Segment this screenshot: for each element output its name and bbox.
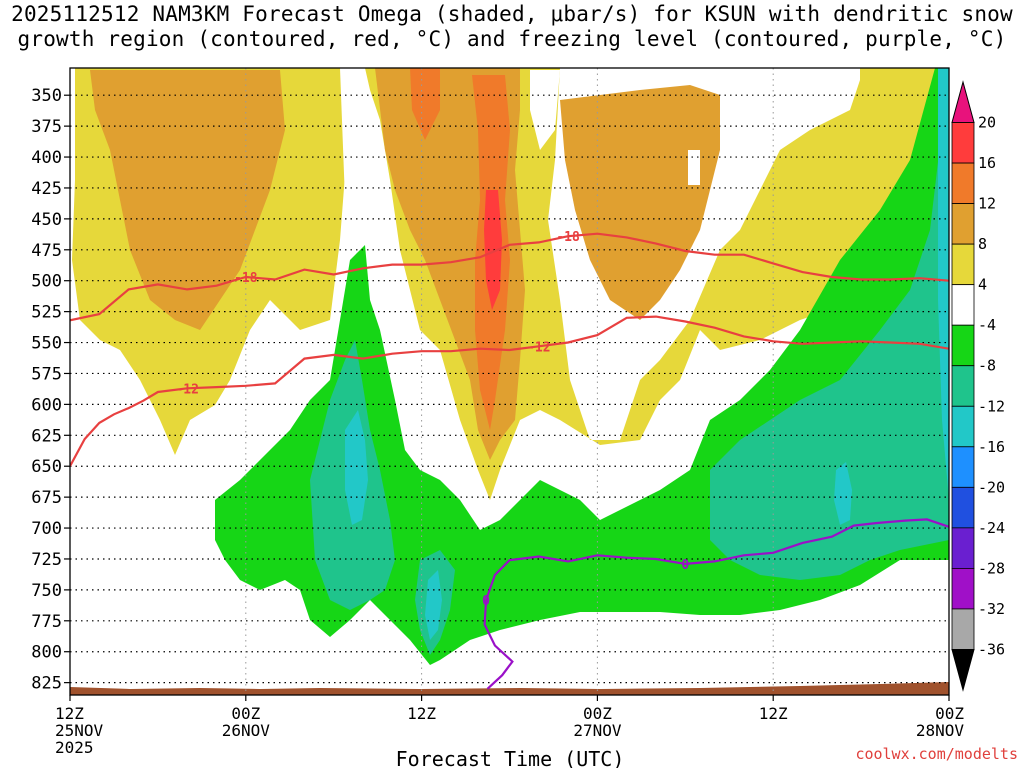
colorbar-label: 8 <box>978 235 987 253</box>
isotherm-label: -12 <box>175 382 198 397</box>
omega-region-near-zero-b <box>530 70 560 150</box>
y-tick-label: 800 <box>31 643 62 663</box>
y-tick-label: 400 <box>31 148 62 168</box>
plot-area: -18 -18 -12 -12 0 0 <box>70 68 949 695</box>
colorbar-label: -24 <box>978 519 1005 537</box>
chart-title-line1: 2025112512 NAM3KM Forecast Omega (shaded… <box>11 2 1013 26</box>
omega-region-near-zero <box>340 68 365 240</box>
y-tick-label: 500 <box>31 272 62 292</box>
colorbar-label: 4 <box>978 276 987 294</box>
x-tick-label: 26NOV <box>222 721 271 740</box>
colorbar-label: -36 <box>978 640 1005 658</box>
x-tick-label: 2025 <box>55 738 94 757</box>
colorbar-swatch <box>951 203 975 245</box>
colorbar-swatch <box>951 243 975 286</box>
isotherm--18 <box>70 232 949 322</box>
credit-text: coolwx.com/modelts <box>855 745 1018 763</box>
colorbar-swatch <box>951 365 975 407</box>
y-tick-label: 375 <box>31 117 62 137</box>
colorbar-swatch <box>951 568 975 610</box>
colorbar-label: -16 <box>978 438 1005 456</box>
colorbar-label: -28 <box>978 559 1005 577</box>
y-tick-label: 450 <box>31 210 62 230</box>
y-tick-label: 425 <box>31 179 62 199</box>
y-tick-label: 350 <box>31 86 62 106</box>
colorbar-label: 20 <box>978 114 996 132</box>
ground-terrain <box>70 682 949 695</box>
omega-region-positive-12 <box>410 68 440 140</box>
y-tick-label: 725 <box>31 550 62 570</box>
colorbar-label: -4 <box>978 316 996 334</box>
colorbar-label: -32 <box>978 600 1005 618</box>
x-tick-label: 12Z <box>407 704 436 723</box>
x-tick-label: 00Z <box>583 704 612 723</box>
colorbar-arrow-top <box>951 80 975 124</box>
colorbar-swatch <box>951 527 975 569</box>
colorbar-swatch <box>951 284 975 326</box>
colorbar-swatch <box>951 608 975 650</box>
omega-region-positive-8c <box>560 85 720 320</box>
isotherm-0 <box>483 518 949 690</box>
colorbar-swatch <box>951 162 975 204</box>
omega-region-positive-8 <box>90 70 285 330</box>
colorbar-label: -8 <box>978 357 996 375</box>
x-tick-label: 28NOV <box>916 721 965 740</box>
isotherm-label: -18 <box>556 230 580 245</box>
omega-region-positive-16 <box>484 190 502 310</box>
x-axis-label: Forecast Time (UTC) <box>396 747 625 768</box>
x-tick-label: 00Z <box>231 704 260 723</box>
y-tick-label: 575 <box>31 364 62 384</box>
y-tick-label: 700 <box>31 519 62 539</box>
y-tick-label: 775 <box>31 612 62 632</box>
colorbar-label: 12 <box>978 195 996 213</box>
y-tick-label: 475 <box>31 241 62 261</box>
chart-title-line2: growth region (contoured, red, °C) and f… <box>17 27 1007 51</box>
omega-region-near-zero-c <box>688 150 700 185</box>
x-tick-label: 25NOV <box>55 721 104 740</box>
x-tick-label: 00Z <box>935 704 964 723</box>
isotherm--12 <box>70 315 949 467</box>
y-tick-label: 750 <box>31 581 62 601</box>
omega-region-negative-12d <box>938 68 949 500</box>
omega-region-negative-12 <box>345 410 368 525</box>
y-tick-label: 675 <box>31 488 62 508</box>
y-tick-label: 550 <box>31 334 62 354</box>
colorbar-arrow-bottom <box>951 648 975 692</box>
y-tick-label: 625 <box>31 426 62 446</box>
omega-region-negative-12c <box>834 462 852 525</box>
x-tick-label: 27NOV <box>573 721 622 740</box>
colorbar-swatch <box>951 486 975 529</box>
colorbar-swatch <box>951 405 975 448</box>
isotherm-label: 0 <box>482 594 490 609</box>
colorbar-swatch <box>951 324 975 367</box>
colorbar-swatch <box>951 122 975 164</box>
omega-region-negative-12b <box>425 570 442 640</box>
y-tick-label: 825 <box>31 674 62 694</box>
y-tick-label: 600 <box>31 395 62 415</box>
x-tick-label: 12Z <box>55 704 84 723</box>
colorbar: 20 16 12 8 4 -4 -8 -12 -16 -20 -24 -28 -32 -36 <box>951 80 1005 692</box>
isotherm-label: -12 <box>527 340 550 355</box>
x-tick-label: 12Z <box>759 704 788 723</box>
colorbar-label: -20 <box>978 478 1005 496</box>
isotherm-label: -18 <box>234 271 258 286</box>
colorbar-label: -12 <box>978 397 1005 415</box>
grid-lines <box>70 68 949 695</box>
plot-frame <box>69 67 950 696</box>
colorbar-swatch <box>951 446 975 488</box>
y-tick-label: 650 <box>31 457 62 477</box>
omega-region-negative-8c <box>710 68 949 580</box>
y-axis: 350 375 400 425 450 475 500 525 550 575 600 625 650 6… <box>31 86 70 694</box>
isotherm-lines: -18 -18 -12 -12 0 0 <box>70 230 949 690</box>
y-tick-label: 525 <box>31 303 62 323</box>
colorbar-label: 16 <box>978 154 996 172</box>
isotherm-label: 0 <box>681 558 689 573</box>
